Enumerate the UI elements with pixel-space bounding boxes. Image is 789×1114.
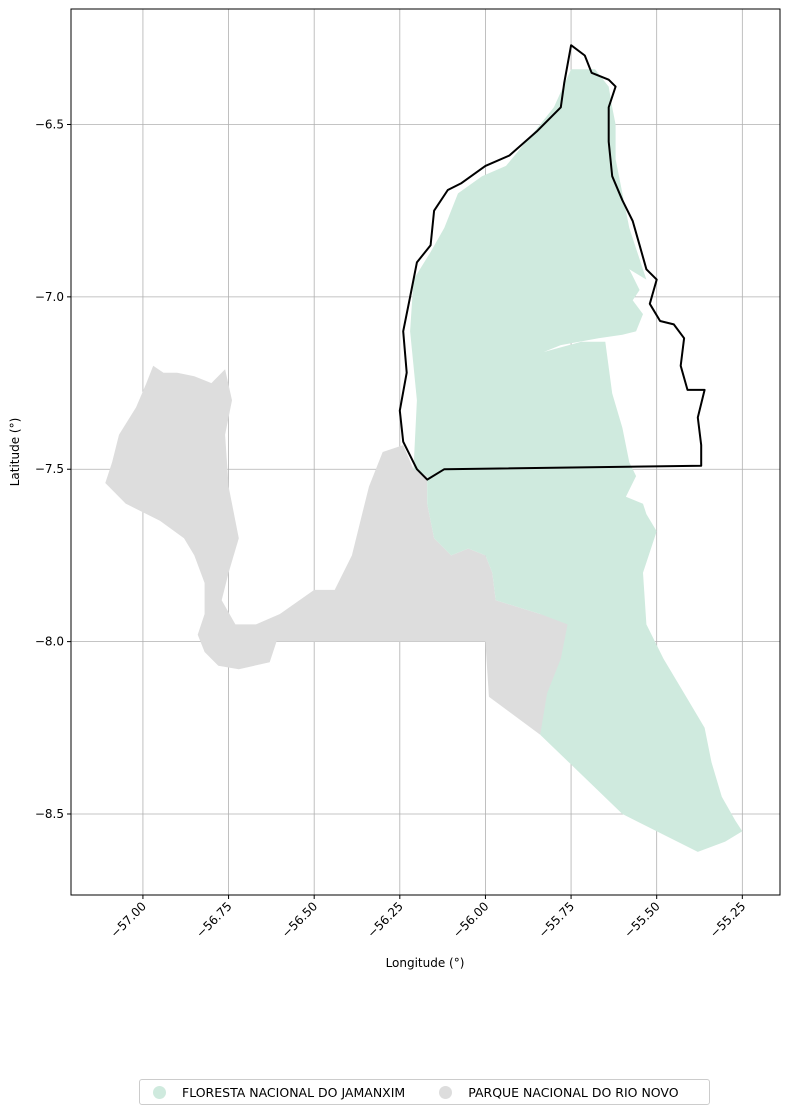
map-layers bbox=[105, 44, 743, 852]
legend-label-jamanxim: FLORESTA NACIONAL DO JAMANXIM bbox=[182, 1084, 406, 1100]
legend-swatch-rio-novo bbox=[439, 1085, 453, 1099]
boundary-outline bbox=[398, 44, 706, 481]
y-axis-ticks: −6.5 −7.0 −7.5 −8.0 −8.5 bbox=[35, 117, 71, 821]
polygon-parque-rio-novo bbox=[105, 365, 578, 735]
x-axis-label: Longitude (°) bbox=[386, 956, 465, 970]
y-tick-label-2: −7.5 bbox=[35, 462, 64, 476]
plot-frame bbox=[70, 8, 781, 896]
x-tick-label-2: −56.50 bbox=[279, 899, 320, 940]
legend-swatch-jamanxim bbox=[153, 1085, 166, 1099]
x-tick-label-1: −56.75 bbox=[193, 899, 234, 940]
polygon-floresta-jamanxim bbox=[410, 69, 743, 852]
x-tick-label-4: −56.00 bbox=[450, 899, 491, 940]
y-tick-label-1: −7.0 bbox=[35, 290, 64, 304]
x-axis-ticks: −57.00 −56.75 −56.50 −56.25 −56.00 −55.75 −55.… bbox=[108, 895, 748, 941]
y-axis-label: Latitude (°) bbox=[8, 418, 22, 487]
x-tick-label-6: −55.50 bbox=[622, 899, 663, 940]
x-tick-label-5: −55.75 bbox=[536, 899, 577, 940]
legend: FLORESTA NACIONAL DO JAMANXIM PARQUE NAC… bbox=[139, 1079, 710, 1105]
x-tick-label-0: −57.00 bbox=[108, 899, 149, 940]
x-tick-label-3: −56.25 bbox=[365, 899, 406, 940]
legend-item-jamanxim: FLORESTA NACIONAL DO JAMANXIM bbox=[153, 1085, 405, 1100]
x-tick-label-7: −55.25 bbox=[707, 899, 748, 940]
y-tick-label-4: −8.5 bbox=[35, 807, 64, 821]
y-tick-label-0: −6.5 bbox=[35, 117, 64, 131]
y-tick-label-3: −8.0 bbox=[35, 635, 64, 649]
legend-label-rio-novo: PARQUE NACIONAL DO RIO NOVO bbox=[468, 1084, 679, 1100]
legend-item-rio-novo: PARQUE NACIONAL DO RIO NOVO bbox=[439, 1084, 679, 1100]
